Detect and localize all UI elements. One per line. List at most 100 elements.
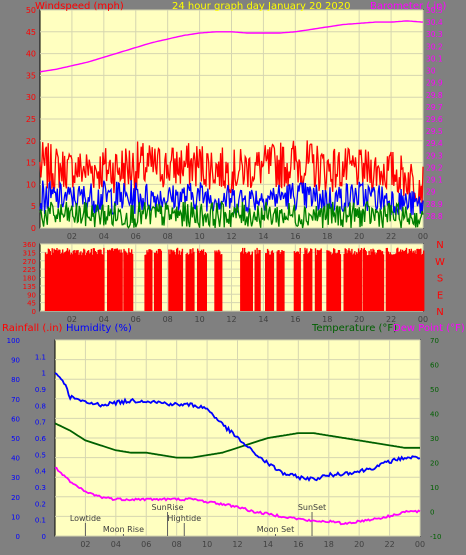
direction-bar — [45, 254, 48, 311]
compass-letter: E — [437, 290, 443, 301]
direction-bar — [244, 252, 247, 311]
direction-bar — [156, 253, 159, 311]
direction-bar — [54, 249, 56, 311]
hour-tick-label: 02 — [80, 540, 90, 549]
direction-bar — [395, 253, 397, 311]
direction-bar — [354, 251, 356, 311]
direction-bar — [365, 251, 367, 311]
barometer-tick-label: 28.8 — [426, 212, 443, 221]
direction-bar — [83, 248, 85, 311]
direction-bar — [387, 251, 389, 311]
rainfall-tick-label: 0.8 — [35, 402, 46, 410]
direction-bar — [129, 252, 131, 311]
humidity-tick-label: 30 — [11, 474, 20, 482]
direction-bar — [98, 249, 100, 311]
direction-bar — [157, 249, 160, 311]
direction-bar — [400, 249, 402, 311]
direction-bar — [240, 252, 242, 311]
direction-bar — [44, 252, 47, 311]
direction-bar — [329, 251, 331, 311]
hour-tick-label: 22 — [386, 315, 396, 324]
temperature-tick-label: 60 — [430, 362, 439, 370]
direction-bar — [397, 247, 399, 311]
direction-bar — [110, 248, 113, 311]
direction-bar — [246, 252, 249, 311]
temperature-tick-label: 20 — [430, 460, 439, 468]
rainfall-tick-label: 0 — [42, 533, 46, 541]
dewpoint-line — [54, 466, 421, 526]
hour-tick-label: 12 — [226, 232, 236, 241]
windspeed-tick-label: 30 — [26, 93, 36, 102]
direction-bar — [404, 249, 407, 311]
humidity-tick-label: 80 — [11, 376, 20, 384]
direction-bar — [375, 254, 377, 311]
direction-bar — [145, 254, 147, 311]
direction-bar — [371, 251, 373, 311]
direction-bar — [59, 249, 61, 311]
direction-bar — [266, 253, 268, 311]
direction-bar — [315, 255, 318, 311]
direction-bar — [414, 250, 416, 311]
direction-bar — [356, 253, 359, 311]
direction-bar — [73, 250, 75, 311]
direction-bar — [372, 248, 374, 311]
humidity-line — [54, 372, 421, 482]
direction-bar — [216, 250, 218, 311]
humidity-tick-label: 10 — [11, 513, 20, 521]
direction-bar — [334, 253, 337, 311]
direction-bar — [113, 248, 116, 311]
direction-bar — [267, 250, 270, 311]
direction-bar — [320, 248, 322, 311]
direction-bar — [305, 250, 307, 311]
barometer-tick-label: 30.4 — [426, 18, 443, 27]
direction-bar — [334, 249, 336, 311]
direction-bar — [396, 248, 398, 311]
direction-bar — [392, 254, 394, 311]
windspeed-axis-title: Windspeed (mph) — [35, 1, 124, 12]
direction-bar — [61, 252, 63, 311]
hour-tick-label: 20 — [354, 540, 364, 549]
direction-bar — [191, 253, 193, 311]
humidity-axis-title: Humidity (%) — [66, 323, 132, 334]
direction-bar — [327, 250, 329, 311]
direction-bar — [348, 248, 350, 311]
barometer-tick-label: 29.5 — [426, 127, 443, 136]
direction-bar — [220, 254, 222, 311]
direction-bar — [178, 250, 181, 311]
windspeed-tick-label: 35 — [26, 71, 36, 80]
barometer-tick-label: 30.5 — [426, 6, 443, 15]
direction-bar — [190, 249, 192, 311]
event-label: Moon Rise — [103, 525, 144, 534]
compass-letter: N — [436, 240, 443, 251]
direction-bar — [278, 250, 280, 311]
temperature-tick-label: 10 — [430, 484, 439, 492]
direction-bar — [117, 250, 119, 311]
direction-bar — [171, 249, 173, 311]
direction-bar — [72, 250, 74, 311]
direction-bar — [328, 250, 330, 311]
direction-bar — [56, 248, 58, 311]
wind-low-line — [39, 200, 424, 229]
direction-bar — [347, 250, 349, 311]
compass-letter: N — [436, 307, 443, 318]
hour-tick-label: 14 — [263, 540, 273, 549]
chart-title: 24 hour graph day January 20 2020 — [172, 1, 350, 12]
direction-bar — [201, 251, 204, 311]
direction-bar — [358, 251, 361, 311]
windspeed-tick-label: 15 — [26, 159, 36, 168]
wind-gust-line — [39, 140, 424, 206]
direction-bar — [330, 252, 332, 311]
hour-tick-label: 04 — [111, 540, 121, 549]
humidity-tick-label: 20 — [11, 494, 20, 502]
direction-bar — [409, 250, 411, 311]
direction-bar — [271, 250, 274, 311]
barometer-tick-label: 30.3 — [426, 30, 443, 39]
direction-bar — [119, 252, 121, 311]
temperature-tick-label: -10 — [430, 533, 441, 541]
hour-tick-label: 22 — [386, 232, 396, 241]
direction-bar — [403, 251, 406, 311]
direction-bar — [150, 249, 152, 311]
direction-bar — [103, 247, 105, 311]
direction-bar — [118, 249, 120, 311]
